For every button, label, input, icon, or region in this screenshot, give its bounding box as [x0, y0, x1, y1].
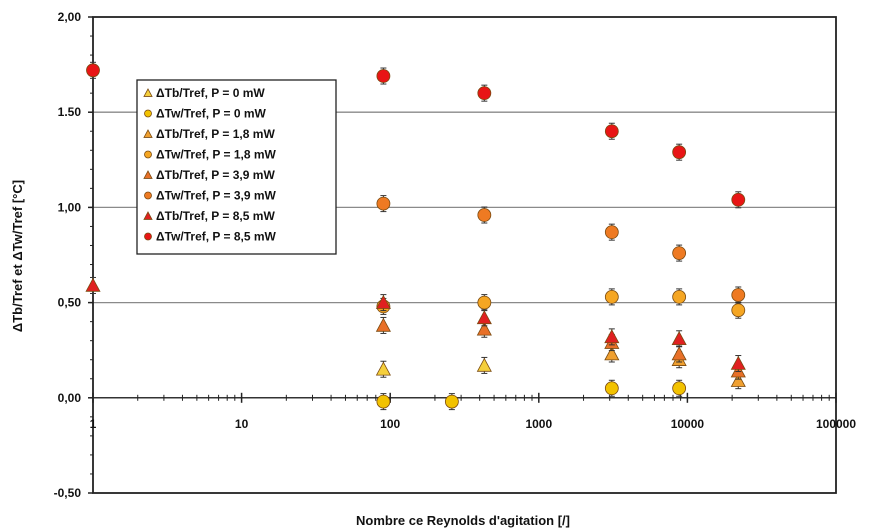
- data-point: [672, 145, 687, 160]
- legend-entry: ΔTw/Tref, P = 1,8 mW: [156, 148, 277, 162]
- legend-entry: ΔTw/Tref, P = 8,5 mW: [156, 230, 277, 244]
- data-point: [375, 361, 391, 376]
- data-point: [85, 277, 101, 292]
- data-point: [604, 289, 619, 304]
- data-point: [375, 317, 391, 332]
- data-point: [731, 288, 746, 302]
- legend-marker: [143, 88, 153, 97]
- legend: ΔTb/Tref, P = 0 mW ΔTw/Tref, P = 0 mW ΔTb/…: [136, 79, 337, 255]
- x-tick-label: 1: [90, 417, 97, 431]
- data-point: [672, 289, 687, 304]
- data-point: [476, 321, 492, 336]
- y-axis-label: ΔTb/Tref et ΔTw/Tref [°C]: [10, 180, 25, 332]
- legend-marker: [143, 211, 153, 220]
- legend-entry: ΔTb/Tref, P = 0 mW: [156, 86, 265, 100]
- legend-entry: ΔTw/Tref, P = 0 mW: [156, 107, 267, 121]
- legend-marker: [143, 129, 153, 138]
- data-point: [444, 394, 459, 409]
- legend-entry: ΔTb/Tref, P = 3,9 mW: [156, 168, 275, 182]
- data-point: [730, 355, 746, 370]
- data-point: [731, 192, 746, 207]
- series-3: [604, 345, 746, 390]
- series-6: [376, 195, 746, 304]
- data-point: [672, 381, 687, 396]
- legend-marker: [144, 191, 152, 200]
- series-2: [376, 379, 687, 411]
- data-point: [604, 346, 620, 361]
- plot-frame: [92, 16, 837, 494]
- series-1: [375, 356, 492, 378]
- legend-entry: ΔTw/Tref, P = 3,9 mW: [156, 189, 277, 203]
- data-point: [671, 331, 687, 346]
- data-point: [86, 63, 100, 78]
- data-point: [604, 124, 619, 139]
- y-tick-label: 1.50: [58, 105, 82, 119]
- x-tick-label: 10000: [671, 417, 705, 431]
- x-tick-label: 1000: [525, 417, 552, 431]
- legend-marker: [144, 232, 152, 241]
- data-point: [476, 310, 492, 325]
- legend-marker: [144, 109, 152, 118]
- data-point: [604, 225, 619, 240]
- data-point: [604, 329, 620, 344]
- x-tick-label: 100000: [816, 417, 856, 431]
- data-point: [477, 86, 492, 101]
- legend-marker: [143, 170, 153, 179]
- data-point: [604, 381, 619, 396]
- series-5: [375, 316, 746, 380]
- tick-labels: -0,50 0,00 0,50 1,00 1.50 2,00 1 10 100 1000 10000…: [54, 10, 857, 500]
- data-point: [376, 196, 391, 211]
- series-4: [376, 288, 746, 319]
- data-point: [672, 246, 687, 260]
- data-point: [476, 357, 492, 372]
- x-axis-label: Nombre ce Reynolds d'agitation [/]: [356, 513, 570, 528]
- x-tick-label: 10: [235, 417, 249, 431]
- y-tick-label: 2,00: [58, 10, 82, 24]
- data-point: [477, 208, 492, 222]
- data-point: [376, 394, 391, 409]
- series-8: [86, 61, 746, 209]
- legend-box: [136, 79, 337, 255]
- data-point: [731, 303, 746, 318]
- x-tick-label: 100: [380, 417, 400, 431]
- y-tick-label: -0,50: [54, 486, 82, 500]
- data-point: [375, 294, 391, 309]
- y-tick-label: 0,50: [58, 296, 82, 310]
- y-tick-label: 1,00: [58, 200, 82, 214]
- legend-marker: [144, 150, 152, 159]
- data-point: [376, 69, 391, 83]
- data-points: [85, 61, 746, 411]
- legend-entry: ΔTb/Tref, P = 8,5 mW: [156, 209, 275, 223]
- data-point: [671, 346, 687, 361]
- data-point: [477, 295, 492, 310]
- legend-entry: ΔTb/Tref, P = 1,8 mW: [156, 127, 275, 141]
- series-7: [85, 276, 746, 373]
- data-point: [730, 372, 746, 387]
- y-tick-label: 0,00: [58, 391, 82, 405]
